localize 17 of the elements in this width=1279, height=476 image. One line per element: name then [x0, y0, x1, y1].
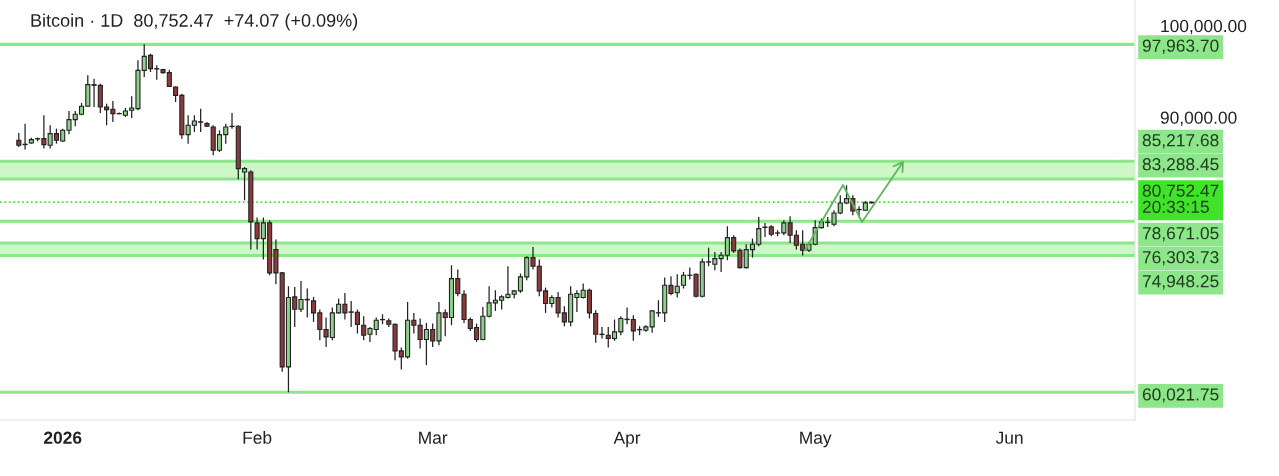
ref-line-label: 83,288.45: [1142, 158, 1219, 173]
x-tick-label: Mar: [419, 431, 448, 444]
x-tick-label: Feb: [243, 431, 272, 444]
ref-line-label: 97,963.70: [1142, 39, 1219, 54]
y-tick-label: 90,000.00: [1160, 111, 1237, 126]
y-tick-label: 100,000.00: [1161, 19, 1247, 35]
ref-line-label: 80,752.47 20:33:15: [1142, 184, 1219, 213]
text: Bitcoin · 1D 80,752.47 +74.07 (+0.09%): [31, 13, 358, 31]
x-tick-label: 2026: [44, 431, 82, 444]
ref-line-label: 78,671.05: [1142, 227, 1219, 242]
x-tick-label: Apr: [613, 431, 641, 448]
x-tick-label: May: [800, 431, 832, 448]
legend-label: 74,948.25: [1142, 275, 1219, 290]
ref-line-label: 60,021.75: [1142, 388, 1219, 403]
ref-line-label: 85,217.68: [1142, 134, 1219, 149]
ref-line-label: 76,303.73: [1142, 251, 1219, 266]
x-tick-label: Jun: [995, 431, 1023, 444]
